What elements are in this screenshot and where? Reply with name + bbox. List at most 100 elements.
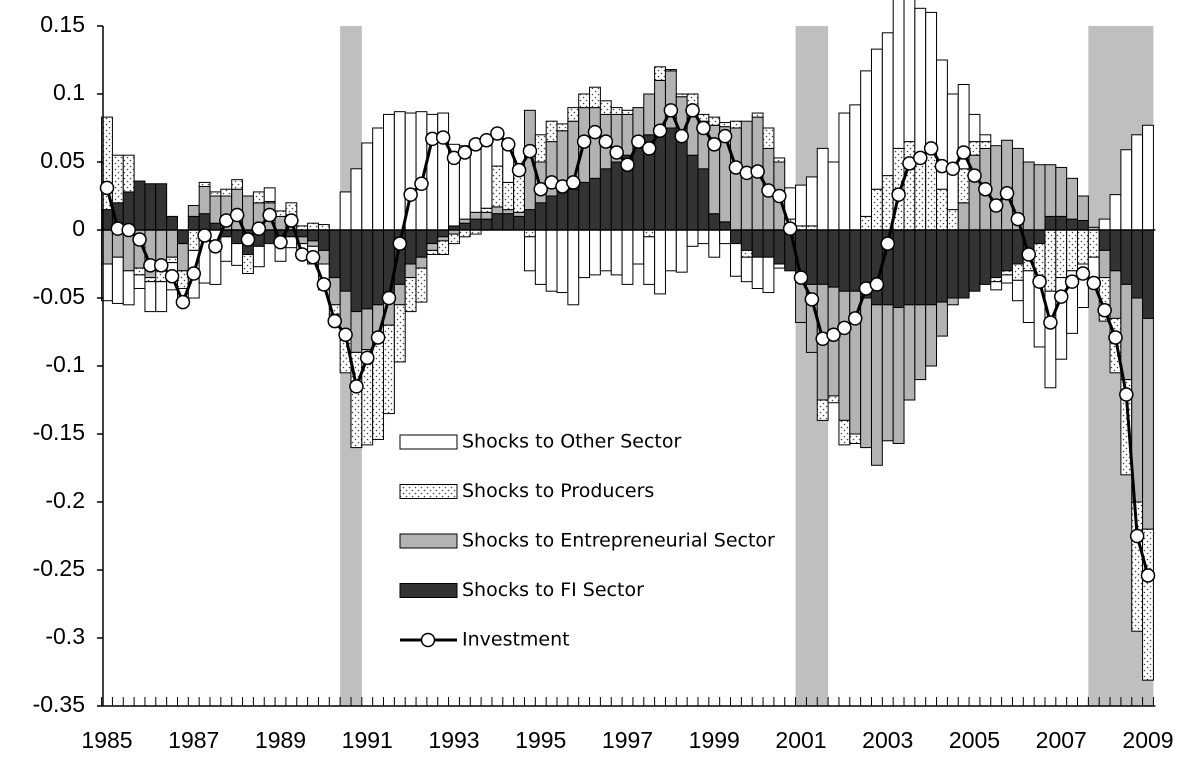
line-marker <box>772 188 787 204</box>
bar-segment <box>350 311 363 353</box>
line-marker <box>923 141 939 156</box>
bar-segment <box>133 274 146 289</box>
bar-segment <box>643 229 656 238</box>
line-marker <box>327 313 342 329</box>
x-tick-label: 2003 <box>862 727 913 753</box>
line-marker <box>1129 528 1145 544</box>
bar-segment <box>816 147 829 231</box>
line-marker <box>956 145 971 160</box>
x-tick-label: 2001 <box>775 727 826 753</box>
line-marker <box>533 181 548 197</box>
legend-swatch <box>399 434 458 450</box>
line-marker <box>685 103 700 118</box>
bar-segment <box>361 229 374 310</box>
bar-segment <box>827 229 840 288</box>
bar-segment <box>892 307 905 445</box>
bar-segment <box>556 191 569 231</box>
bar-segment <box>252 191 265 204</box>
line-marker <box>869 277 885 292</box>
bar-segment <box>589 86 601 109</box>
bar-segment <box>936 229 948 303</box>
legend-swatch <box>399 484 458 499</box>
bar-segment <box>730 229 742 245</box>
line-marker <box>750 164 765 179</box>
bar-segment <box>274 215 287 231</box>
line-marker <box>392 236 408 251</box>
bar-segment <box>1011 263 1024 281</box>
legend-label: Shocks to Producers <box>462 480 654 502</box>
bar-segment <box>1109 229 1122 272</box>
line-marker <box>435 130 451 145</box>
bar-segment <box>990 277 1003 283</box>
line-marker <box>229 207 245 223</box>
bar-segment <box>458 222 471 231</box>
bar-segment <box>903 304 916 401</box>
bar-segment <box>903 229 916 306</box>
bar-segment <box>415 267 428 303</box>
bar-segment <box>1001 139 1013 231</box>
bar-segment <box>1098 249 1111 279</box>
bar-segment <box>426 229 439 245</box>
bar-segment <box>751 256 764 289</box>
bar-segment <box>155 183 168 231</box>
bar-segment <box>437 229 450 238</box>
line-marker <box>251 221 267 236</box>
line-marker <box>663 103 679 118</box>
bar-segment <box>534 202 547 231</box>
bar-segment <box>198 213 211 231</box>
bar-segment <box>545 195 558 231</box>
bar-segment <box>860 215 872 231</box>
x-tick-label: 1997 <box>602 727 653 753</box>
bar-segment <box>372 338 385 440</box>
line-marker <box>880 236 895 251</box>
bar-segment <box>198 185 211 215</box>
bar-segment <box>589 229 601 276</box>
bar-segment <box>144 183 157 231</box>
bar-segment <box>675 134 688 231</box>
line-marker <box>1097 302 1112 318</box>
bar-segment <box>502 181 515 211</box>
bar-segment <box>1142 124 1154 231</box>
line-marker <box>273 234 288 250</box>
bar-segment <box>480 211 493 220</box>
bar-segment <box>111 154 124 204</box>
bar-segment <box>567 229 580 306</box>
bar-segment <box>307 240 319 247</box>
bar-segment <box>816 229 829 285</box>
legend-label: Investment <box>462 629 570 651</box>
x-tick-label: 2005 <box>949 727 1000 753</box>
x-tick-label: 1995 <box>515 727 566 753</box>
bar-segment <box>187 229 200 251</box>
bar-segment <box>383 113 395 231</box>
bar-segment <box>372 127 385 231</box>
bar-segment <box>892 0 905 149</box>
bar-segment <box>1044 164 1057 217</box>
line-marker <box>121 222 136 238</box>
bar-segment <box>762 127 775 149</box>
line-marker <box>587 124 603 140</box>
line-marker <box>1043 315 1058 330</box>
bar-segment <box>307 229 319 242</box>
bar-segment <box>1120 229 1133 285</box>
bar-segment <box>827 161 840 231</box>
bar-segment <box>1055 166 1068 217</box>
bar-segment <box>946 297 959 306</box>
bar-segment <box>545 120 558 143</box>
line-marker <box>479 132 494 148</box>
bar-segment <box>589 177 601 231</box>
line-marker <box>978 181 993 197</box>
bar-segment <box>740 249 753 258</box>
line-marker <box>707 137 722 152</box>
line-marker <box>316 277 332 292</box>
bar-segment <box>936 301 948 337</box>
bar-segment <box>1109 194 1122 231</box>
bar-segment <box>968 229 981 292</box>
line-marker <box>414 176 429 192</box>
bar-segment <box>654 66 666 81</box>
bar-segment <box>187 215 200 231</box>
x-tick-label: 1985 <box>81 727 132 753</box>
line-marker <box>652 123 668 138</box>
bar-segment <box>393 283 406 306</box>
bar-segment <box>166 215 178 231</box>
line-marker <box>511 162 527 178</box>
